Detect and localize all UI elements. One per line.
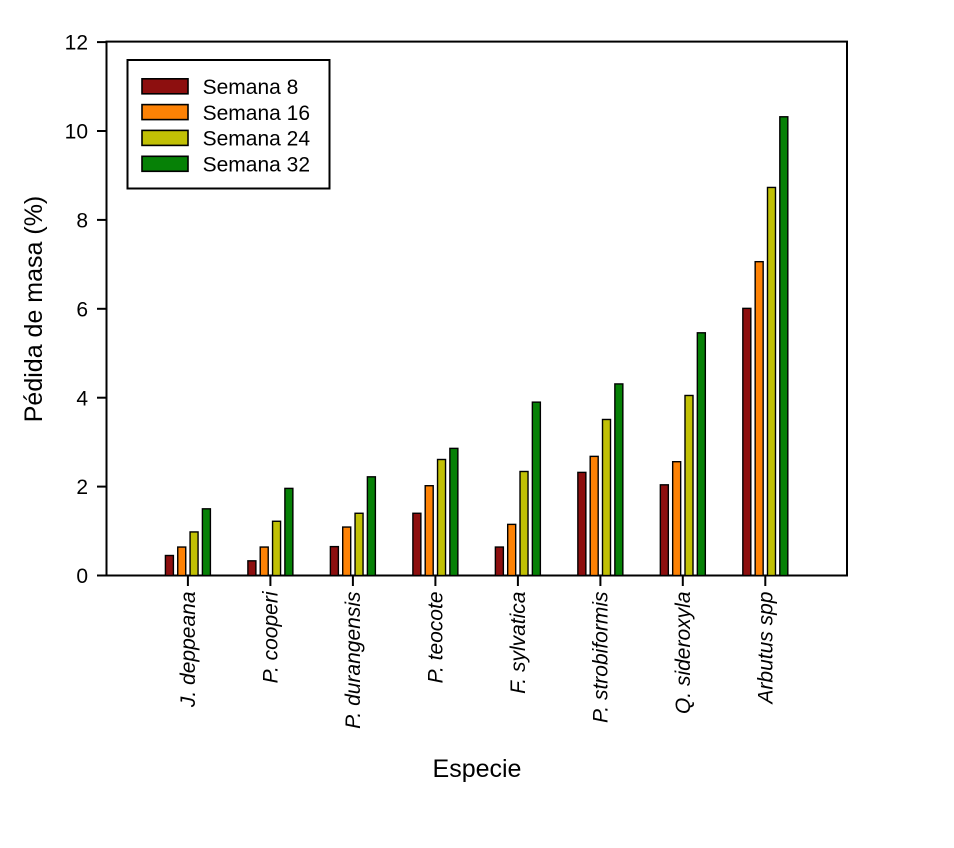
svg-text:12: 12 [65, 32, 88, 55]
svg-text:8: 8 [76, 210, 88, 233]
svg-text:P. durangensis: P. durangensis [342, 591, 365, 729]
svg-text:10: 10 [65, 121, 88, 144]
svg-text:P. cooperi: P. cooperi [260, 590, 283, 683]
svg-text:Pédida de masa (%): Pédida de masa (%) [20, 196, 48, 423]
svg-text:Semana 8: Semana 8 [203, 76, 299, 99]
svg-text:6: 6 [76, 298, 88, 321]
svg-text:2: 2 [76, 476, 88, 499]
svg-text:Arbutus spp: Arbutus spp [755, 592, 778, 706]
svg-text:F. sylvatica: F. sylvatica [507, 592, 530, 694]
svg-text:P. strobiformis: P. strobiformis [590, 591, 613, 723]
svg-text:4: 4 [76, 387, 88, 410]
svg-text:Semana 24: Semana 24 [203, 128, 311, 151]
svg-text:0: 0 [76, 565, 88, 588]
svg-text:Semana 16: Semana 16 [203, 102, 310, 125]
svg-text:P. teocote: P. teocote [425, 592, 448, 684]
svg-text:Q. sideroxyla: Q. sideroxyla [672, 592, 695, 715]
svg-text:J. deppeana: J. deppeana [177, 592, 200, 709]
svg-text:Especie: Especie [433, 755, 522, 783]
svg-text:Semana 32: Semana 32 [203, 154, 310, 177]
